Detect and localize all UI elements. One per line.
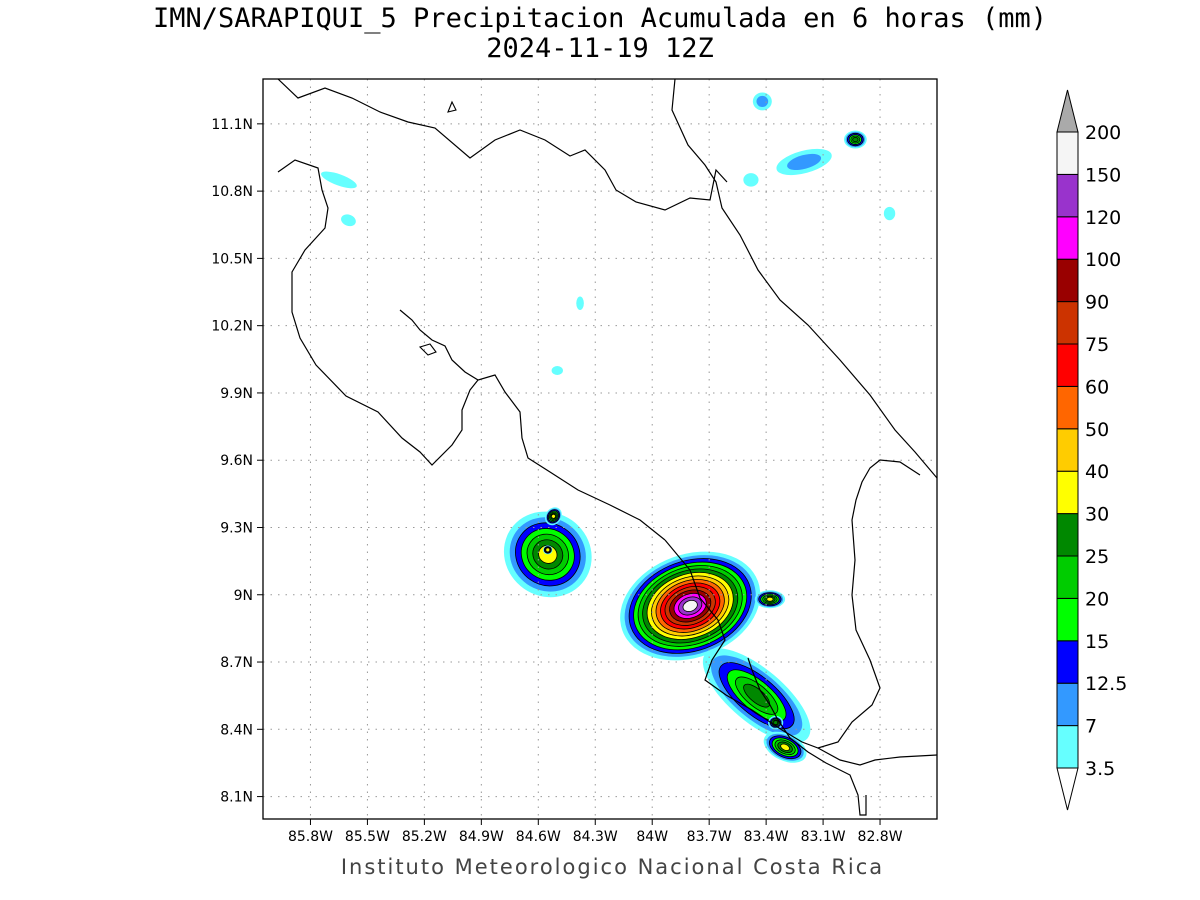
x-tick-label: 84.6W: [516, 829, 561, 845]
colorbar-label: 20: [1085, 588, 1109, 610]
colorbar-swatch: [1056, 470, 1079, 515]
precip-band: [787, 153, 822, 171]
x-tick-label: 83.7W: [687, 829, 732, 845]
x-tick-label: 85.2W: [402, 829, 447, 845]
colorbar-swatch: [1056, 131, 1079, 175]
precip-band: [743, 173, 759, 187]
colorbar-label: 120: [1085, 207, 1121, 229]
caribbean-coast: [671, 79, 937, 479]
y-tick-label: 9N: [234, 588, 253, 604]
colorbar-label: 75: [1085, 334, 1109, 356]
x-tick-label: 84.3W: [573, 829, 618, 845]
precip-band: [551, 513, 556, 519]
x-tick-label: 82.8W: [858, 829, 903, 845]
x-tick-label: 83.4W: [744, 829, 789, 845]
colorbar-swatch: [1056, 682, 1079, 727]
y-tick-label: 9.3N: [220, 520, 253, 536]
y-tick-label: 10.2N: [211, 319, 253, 335]
osa-coast: [664, 459, 921, 749]
precip-band: [756, 95, 769, 107]
colorbar-label: 200: [1085, 122, 1121, 144]
y-tick-label: 8.7N: [220, 655, 253, 671]
x-tick-label: 85.5W: [345, 829, 390, 845]
colorbar-upper-arrow: [1056, 89, 1079, 133]
precip-band: [321, 171, 357, 189]
x-tick-label: 85.8W: [288, 829, 333, 845]
colorbar-label: 12.5: [1085, 673, 1127, 695]
colorbar-label: 90: [1085, 292, 1109, 314]
precip-band: [545, 547, 551, 553]
precip-band: [780, 743, 791, 751]
y-tick-label: 8.4N: [220, 722, 253, 738]
precip-band: [883, 206, 896, 221]
colorbar-label: 40: [1085, 461, 1109, 483]
precip-contours: [321, 92, 896, 763]
chira-island: [418, 343, 437, 356]
x-tick-label: 83.1W: [801, 829, 846, 845]
colorbar-swatch: [1056, 555, 1079, 599]
colorbar-label: 100: [1085, 249, 1121, 271]
colorbar-swatch: [1056, 258, 1079, 303]
y-tick-label: 9.6N: [220, 453, 253, 469]
colorbar-swatch: [1056, 216, 1079, 260]
colorbar-label: 150: [1085, 164, 1121, 186]
precip-band: [576, 296, 584, 310]
colorbar-label: 15: [1085, 631, 1109, 653]
colorbar-swatch: [1056, 173, 1079, 218]
burica-coast: [817, 747, 937, 766]
y-tick-label: 10.8N: [211, 184, 253, 200]
coastlines: [277, 79, 937, 816]
precip-band: [766, 596, 774, 602]
colorbar-label: 25: [1085, 546, 1109, 568]
y-tick-label: 8.1N: [220, 790, 253, 806]
nicaragua-border: [277, 79, 728, 211]
footer-credit: Instituto Meteorologico Nacional Costa R…: [340, 855, 885, 879]
precip-band: [682, 599, 698, 612]
panama-border: [747, 657, 867, 816]
colorbar-swatch: [1056, 428, 1079, 472]
colorbar-label: 60: [1085, 376, 1109, 398]
nicoya-gulf-coast: [399, 309, 479, 381]
x-tick-label: 84.9W: [459, 829, 504, 845]
colorbar-label: 3.5: [1085, 758, 1115, 780]
precip-band: [551, 366, 563, 375]
colorbar-label: 7: [1085, 716, 1097, 738]
chart-title: IMN/SARAPIQUI_5 Precipitacion Acumulada …: [152, 3, 1048, 34]
guanacaste-pacific-coast: [277, 159, 666, 541]
y-tick-label: 11.1N: [211, 117, 253, 133]
colorbar-swatch: [1056, 343, 1079, 387]
colorbar-swatch: [1056, 725, 1079, 769]
colorbar-label: 30: [1085, 504, 1109, 526]
ometepe-island: [447, 100, 457, 113]
colorbar-swatch: [1056, 597, 1079, 642]
colorbar-swatch: [1056, 385, 1079, 430]
x-tick-label: 84W: [636, 829, 668, 845]
colorbar-swatch: [1056, 513, 1079, 557]
y-tick-label: 10.5N: [211, 251, 253, 267]
colorbar: 3.5 7 12.5 15 20 25 30 40 50 60 75 90 100 120 150 200: [1056, 89, 1127, 811]
y-tick-label: 9.9N: [220, 386, 253, 402]
axis-ticks: 85.8W 85.5W 85.2W 84.9W 84.6W 84.3W 84W 83.7W 83…: [211, 117, 902, 845]
map-frame: [262, 78, 938, 820]
precip-band: [341, 214, 356, 227]
colorbar-label: 50: [1085, 419, 1109, 441]
chart-subtitle: 2024-11-19 12Z: [486, 33, 714, 64]
colorbar-swatch: [1056, 640, 1079, 684]
map-grid: [263, 79, 937, 819]
colorbar-swatch: [1056, 301, 1079, 345]
precip-band: [852, 136, 859, 143]
precip-band: [773, 720, 779, 725]
colorbar-lower-arrow: [1056, 767, 1079, 811]
